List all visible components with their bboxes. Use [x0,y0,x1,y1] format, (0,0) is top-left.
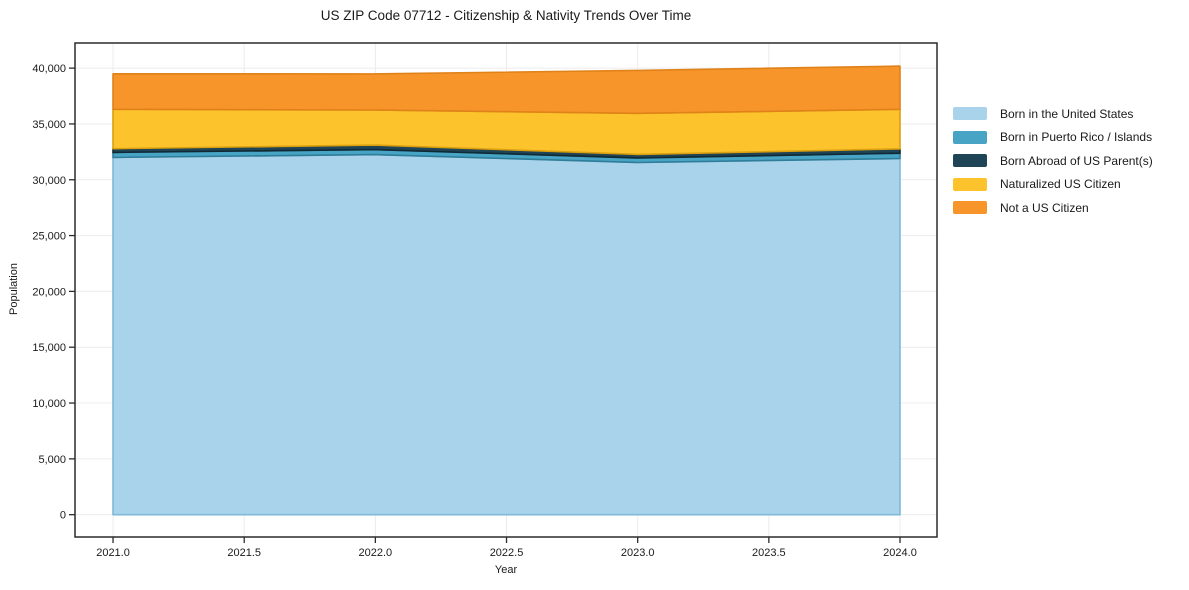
chart-title: US ZIP Code 07712 - Citizenship & Nativi… [320,8,692,23]
legend-swatch [953,177,987,191]
x-tick-label: 2021.5 [227,547,261,559]
x-tick-label: 2021.0 [96,547,130,559]
legend: Born in the United States Born in Puerto … [953,102,1153,220]
legend-swatch [953,201,987,215]
legend-item-born-in-puerto-rico-islands: Born in Puerto Rico / Islands [953,126,1153,150]
legend-swatch [953,130,987,144]
legend-item-born-in-the-united-states: Born in the United States [953,102,1153,126]
x-tick-label: 2024.0 [883,547,917,559]
legend-item-not-a-us-citizen: Not a US Citizen [953,196,1153,220]
y-tick-label: 30,000 [32,175,66,187]
legend-item-naturalized-us-citizen: Naturalized US Citizen [953,173,1153,197]
legend-label: Naturalized US Citizen [1000,177,1121,192]
y-tick-label: 20,000 [32,286,66,298]
legend-label: Born in the United States [1000,106,1134,121]
x-tick-label: 2023.0 [621,547,655,559]
x-axis-label: Year [494,564,518,576]
x-tick-label: 2023.5 [752,547,786,559]
legend-label: Born Abroad of US Parent(s) [1000,153,1153,168]
y-tick-label: 40,000 [32,63,66,75]
area-naturalized-us-citizen [112,108,901,156]
legend-label: Not a US Citizen [1000,200,1089,215]
x-tick-label: 2022.5 [490,547,524,559]
x-tick-label: 2022.0 [359,547,393,559]
legend-swatch [953,107,987,121]
y-tick-label: 10,000 [32,398,66,410]
axis-ticks: 0 5,000 10,000 15,000 20,000 25,000 30,000 35,0… [32,63,916,559]
legend-item-born-abroad-of-us-parent-s: Born Abroad of US Parent(s) [953,149,1153,173]
y-tick-label: 25,000 [32,231,66,243]
y-tick-label: 35,000 [32,119,66,131]
y-tick-label: 5,000 [38,454,66,466]
legend-label: Born in Puerto Rico / Islands [1000,130,1153,145]
y-tick-label: 0 [60,510,66,522]
legend-swatch [953,154,987,168]
y-axis-label: Population [8,263,20,315]
area-born-in-the-united-states [112,153,901,516]
area-series-group [112,65,901,516]
area-not-a-us-citizen [112,65,901,115]
y-tick-label: 15,000 [32,342,66,354]
